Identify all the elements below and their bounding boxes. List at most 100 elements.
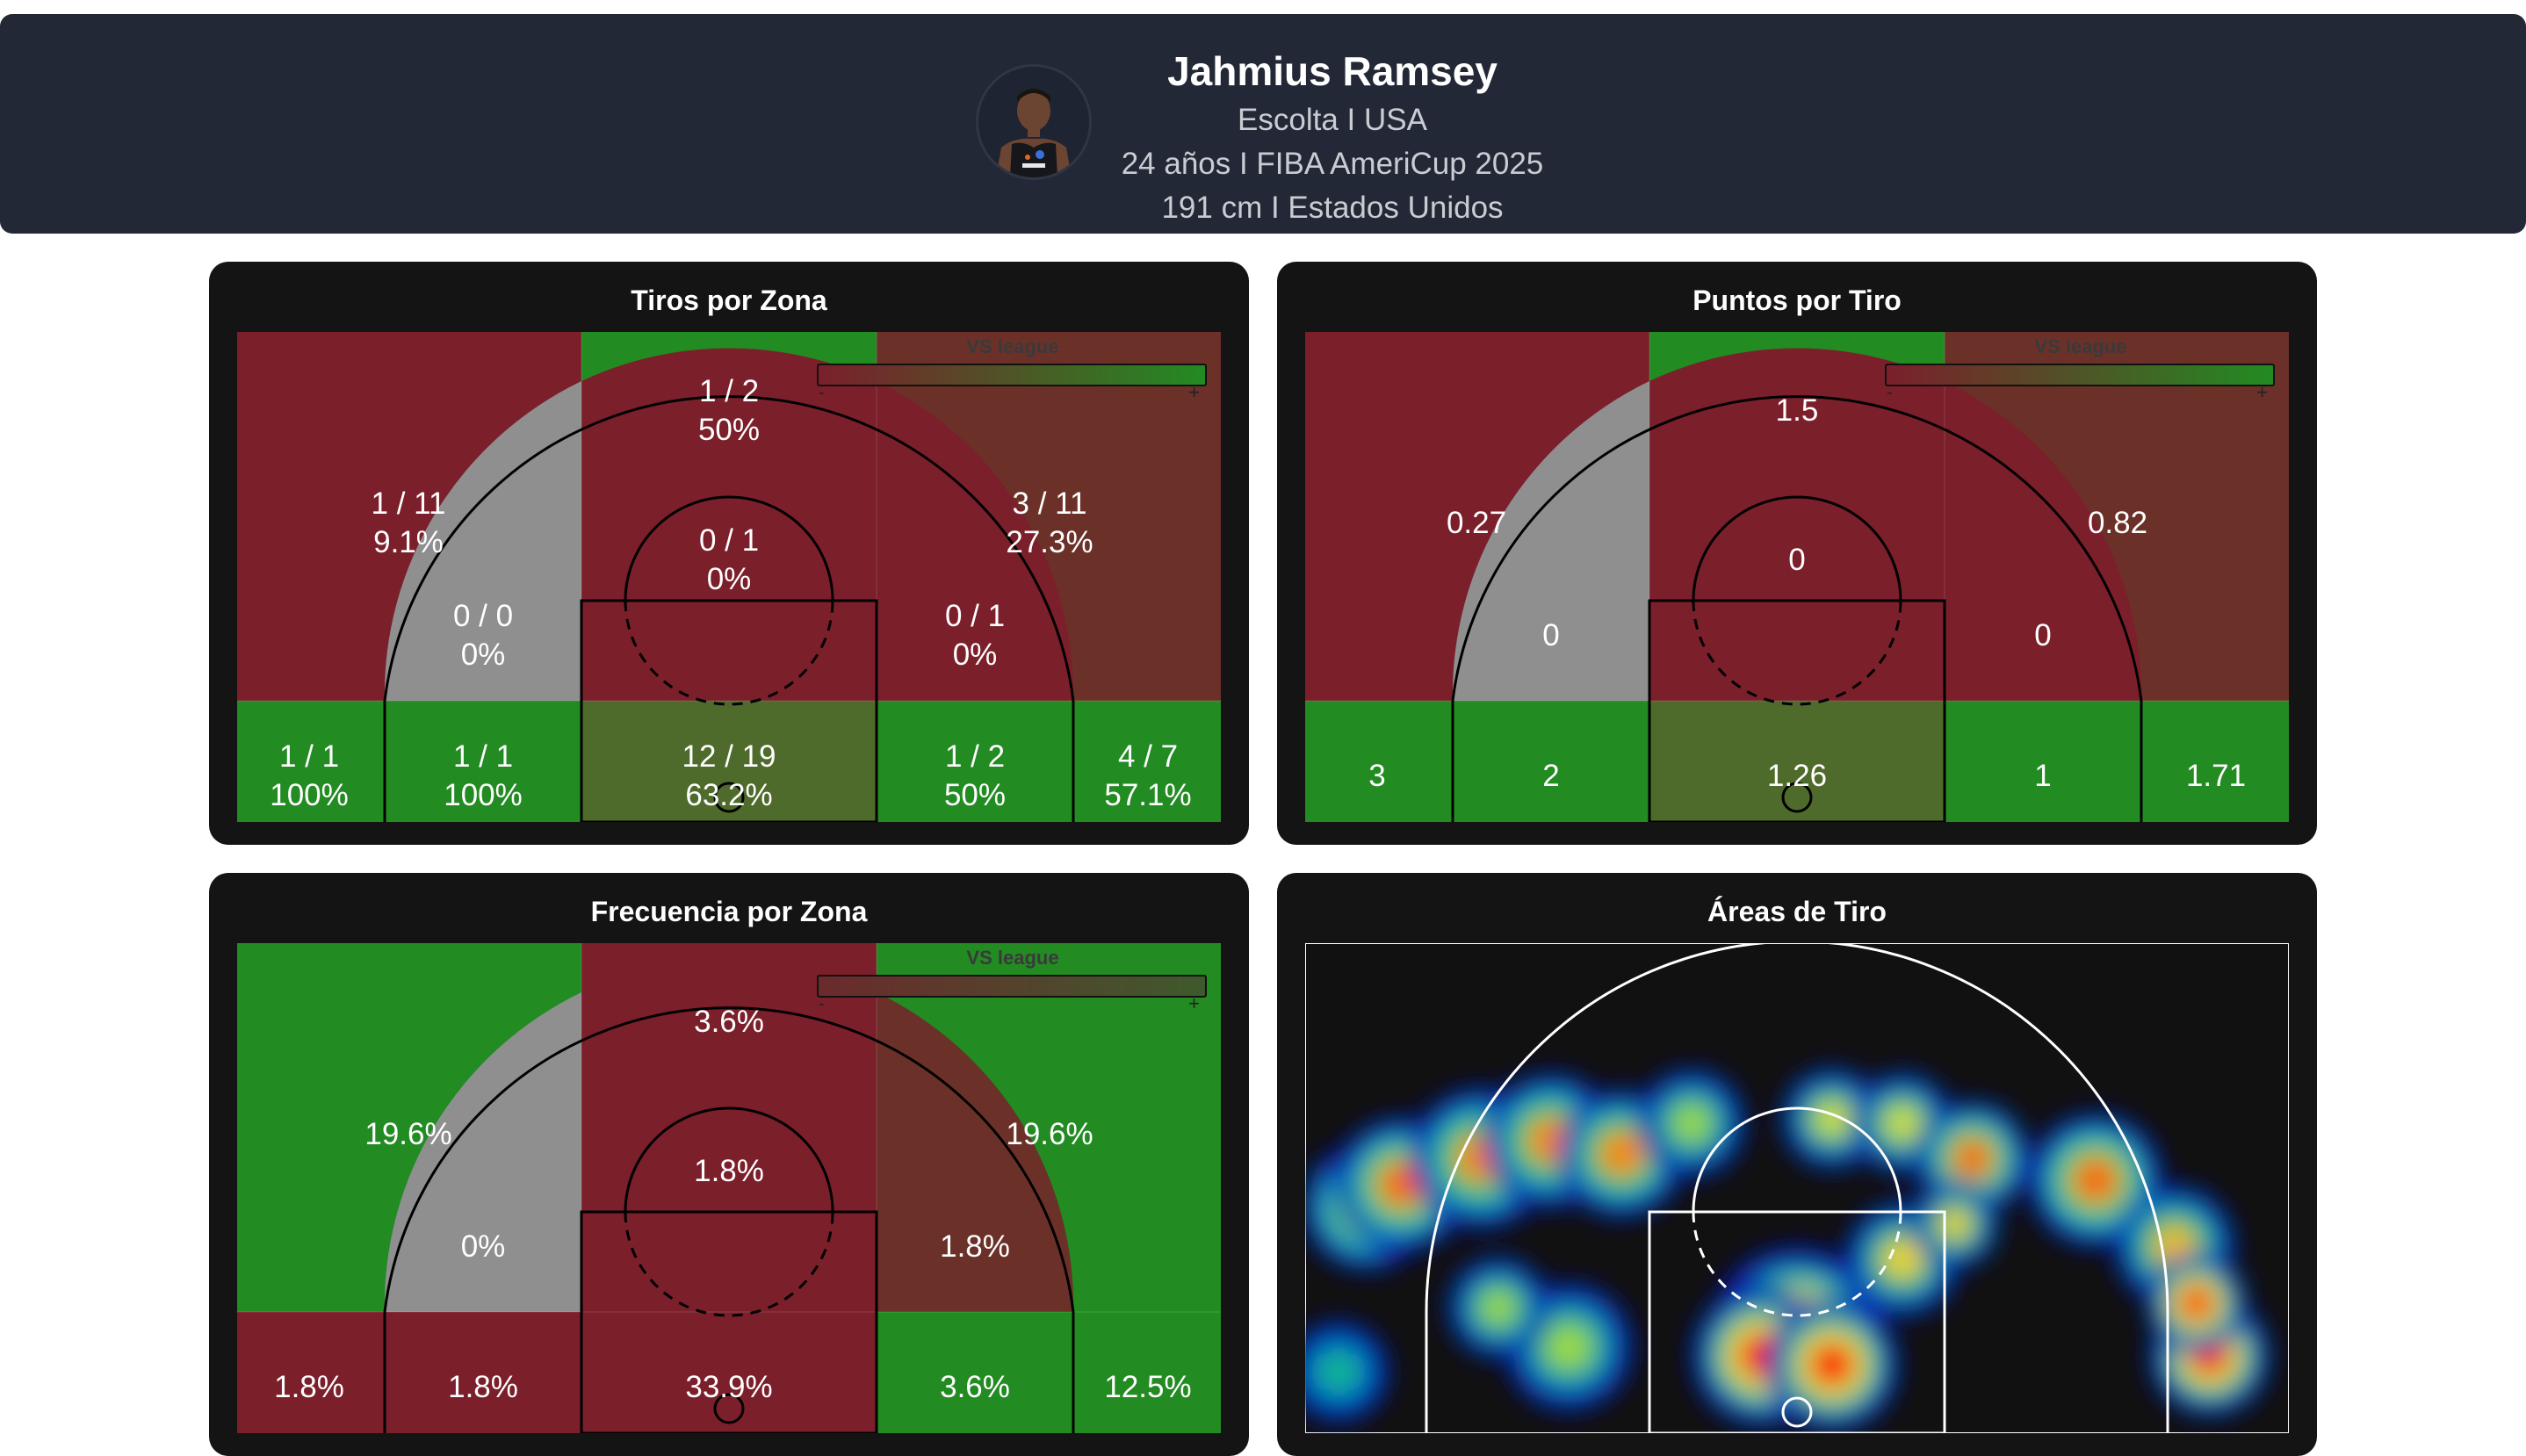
zone-paint	[581, 701, 877, 822]
zone-value: 0	[2034, 618, 2052, 652]
zone-label-corner-3-right: 1.71	[2186, 757, 2246, 796]
zone-label-mid-range-right: 1.8%	[940, 1228, 1010, 1266]
zone-value: 19.6%	[364, 1117, 452, 1151]
court-chart: VS league - + 1 / 11 9.1% 1 / 2 50% 3 / 11 27…	[237, 332, 1221, 822]
zone-label-mid-range-right: 0 / 1 0%	[945, 597, 1005, 674]
zone-value: 3.6%	[694, 1005, 764, 1039]
zone-percentage: 50%	[697, 413, 761, 447]
shot-density-svg	[1305, 943, 2289, 1433]
zone-label-corner-3-right: 4 / 7 57.1%	[1104, 738, 1191, 815]
zone-percentage: 100%	[444, 778, 523, 812]
zone-label-corner-3-left: 3	[1368, 757, 1385, 796]
panel-title: Áreas de Tiro	[1707, 896, 1887, 927]
zone-label-corner-3-left: 1 / 1 100%	[270, 738, 349, 815]
zone-value: 1.26	[1766, 759, 1828, 793]
zone-value: 1 / 1	[278, 739, 340, 774]
zone-label-corner-3-right: 12.5%	[1104, 1368, 1191, 1407]
zone-value: 1.5	[1775, 393, 1819, 428]
zone-label-above-break-3-center: 1.5	[1776, 392, 1819, 430]
three-point-arc	[383, 395, 1075, 702]
three-point-arc	[1451, 395, 2143, 702]
three-point-arc	[383, 1006, 1075, 1313]
zone-label-above-break-3-center: 3.6%	[694, 1003, 764, 1042]
zone-corner-3-right	[1073, 1312, 1221, 1433]
zone-corner-3-left	[1305, 701, 1453, 822]
zone-label-mid-range-right: 0	[2034, 616, 2051, 655]
zone-value: 12 / 19	[682, 739, 776, 774]
zone-percentage: 0%	[706, 562, 752, 596]
legend: VS league - +	[817, 332, 1209, 403]
zone-value: 1 / 2	[698, 374, 760, 408]
panel-title: Puntos por Tiro	[1692, 285, 1902, 316]
zone-percentage: 27.3%	[1006, 525, 1093, 559]
zone-label-mid-range-left: 0%	[461, 1228, 506, 1266]
zone-percentage: 0%	[952, 638, 998, 672]
zone-value: 0 / 1	[944, 599, 1006, 633]
free-throw-circle-top	[1692, 495, 1902, 602]
zone-corner-3-right	[2141, 701, 2289, 822]
hotspot-top-left-three	[1673, 1105, 1710, 1142]
legend-max-label: +	[1188, 992, 1200, 1014]
zone-value: 3 / 11	[1012, 487, 1087, 521]
legend: VS league - +	[817, 943, 1209, 1014]
player-info: Jahmius Ramsey Escolta I USA 24 años I F…	[1117, 44, 1548, 230]
zone-label-mid-range-center: 0 / 1 0%	[699, 522, 759, 599]
zone-value: 0 / 1	[698, 523, 760, 558]
hotspot-left-corner-three	[1321, 1354, 1356, 1389]
hotspot-top-right-three	[1815, 1101, 1850, 1136]
zone-label-short-mid-left: 1.8%	[448, 1368, 518, 1407]
zone-value: 1	[2034, 759, 2052, 793]
paint-lane	[580, 599, 878, 822]
zone-value: 0%	[460, 1229, 506, 1264]
zone-paint	[581, 1312, 877, 1433]
court-svg	[237, 332, 1221, 822]
zone-value: 19.6%	[1006, 1117, 1093, 1151]
legend-title: VS league	[966, 947, 1059, 969]
legend-title: VS league	[966, 335, 1059, 357]
zone-value: 1.8%	[448, 1370, 518, 1404]
zone-value: 0 / 0	[452, 599, 514, 633]
hotspot-left-short-mid	[1481, 1290, 1516, 1325]
zone-label-corner-3-left: 1.8%	[274, 1368, 344, 1407]
player-avatar	[978, 67, 1089, 177]
court-svg	[1305, 332, 2289, 822]
zone-value: 3	[1368, 759, 1386, 793]
zone-mid-range-center	[581, 348, 877, 701]
zone-label-above-break-3-right: 19.6%	[1006, 1115, 1093, 1154]
hotspot-top-right-three	[1885, 1106, 1920, 1141]
legend-title: VS league	[2034, 335, 2127, 357]
zone-percentage: 0%	[460, 638, 506, 672]
zone-label-short-mid-right: 3.6%	[940, 1368, 1010, 1407]
zone-short-mid-left	[1453, 701, 1649, 822]
zone-value: 1.8%	[274, 1370, 344, 1404]
zone-value: 1.8%	[940, 1229, 1010, 1264]
hotspot-right-upper-three	[1952, 1138, 1993, 1178]
free-throw-circle-top	[1692, 1106, 1902, 1213]
legend-colorbar	[817, 975, 1207, 998]
zone-mid-range-left	[384, 381, 581, 701]
zone-paint	[1649, 701, 1945, 822]
zone-label-above-break-3-center: 1 / 2 50%	[698, 372, 760, 450]
legend-min-label: -	[1887, 383, 1893, 402]
zone-mid-range-right	[877, 992, 1074, 1312]
zone-percentage: 100%	[270, 778, 349, 812]
zone-label-above-break-3-left: 19.6%	[364, 1115, 451, 1154]
player-name: Jahmius Ramsey	[1167, 48, 1498, 94]
zone-label-mid-range-center: 1.8%	[694, 1152, 764, 1191]
zone-corner-3-left	[237, 1312, 385, 1433]
zone-value: 1 / 2	[944, 739, 1006, 774]
zone-value: 1 / 1	[452, 739, 514, 774]
legend-colorbar	[817, 364, 1207, 386]
zone-mid-range-left	[384, 992, 581, 1312]
hotspot-right-corner-three	[2179, 1286, 2214, 1321]
zone-short-mid-right	[877, 701, 1073, 822]
court-chart: VS league - + 0.27 1.5 0.82 0 0 0 3 2 1.26 1 1.71	[1305, 332, 2289, 822]
panel-title: Tiros por Zona	[631, 285, 827, 316]
player-height-nationality: 191 cm I Estados Unidos	[1161, 191, 1504, 225]
zone-label-short-mid-right: 1 / 2 50%	[944, 738, 1006, 815]
zone-short-mid-left	[385, 1312, 581, 1433]
court-svg	[237, 943, 1221, 1433]
zone-value: 0	[1788, 543, 1806, 577]
zone-value: 0.27	[1446, 506, 1507, 540]
player-photo-icon	[978, 67, 1089, 177]
